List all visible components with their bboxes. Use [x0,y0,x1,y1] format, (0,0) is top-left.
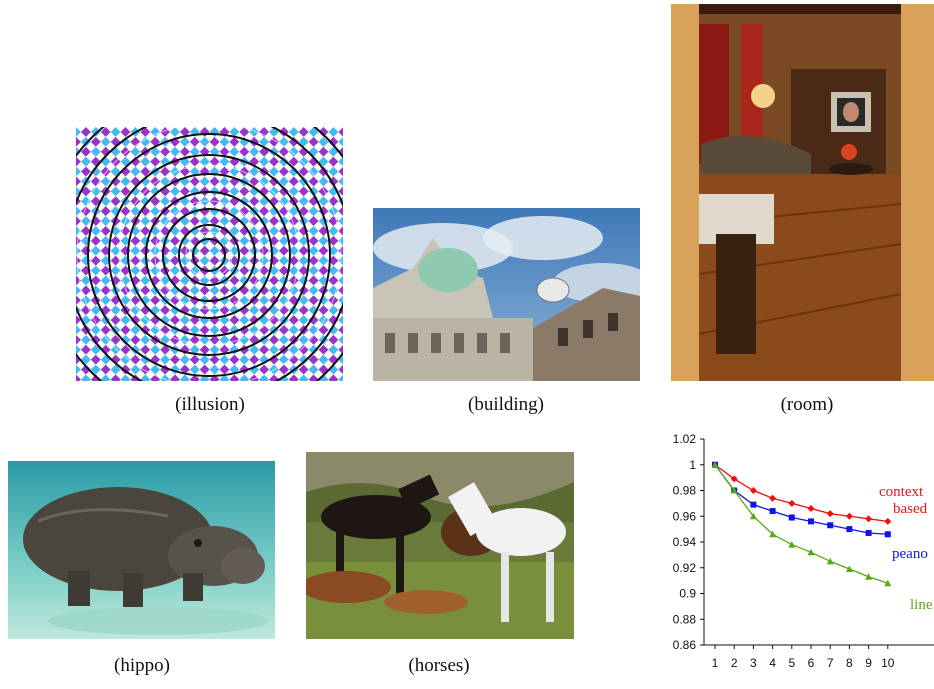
data-point [807,548,815,556]
data-point [846,526,853,533]
data-point [730,475,738,483]
series-label: based [893,501,928,517]
hippo-caption: (hippo) [114,655,170,676]
y-tick-label: 0.94 [673,535,697,549]
x-tick-label: 4 [769,656,776,670]
data-point [788,514,795,521]
data-point [826,557,834,565]
data-point [865,573,873,580]
data-point [826,510,834,518]
data-point [884,579,892,587]
x-tick-label: 6 [808,656,815,670]
x-tick-label: 7 [827,656,834,670]
illusion-image [76,127,343,381]
room-image [671,4,934,381]
series-label: context [879,484,924,500]
data-point [807,505,815,513]
building-caption: (building) [468,394,544,415]
data-point [769,494,777,502]
data-point [730,487,738,494]
horses-caption: (horses) [408,655,470,676]
x-tick-label: 9 [865,656,872,670]
y-tick-label: 0.96 [673,509,697,523]
data-point [749,487,757,494]
data-point [750,501,757,508]
series-label: peano [892,546,928,562]
data-point [808,518,814,525]
data-point [827,522,834,529]
x-tick-label: 3 [750,656,757,670]
series-line-line [714,464,889,584]
y-tick-label: 0.98 [673,484,697,498]
y-tick-label: 0.92 [673,561,697,575]
room-caption: (room) [780,394,834,415]
x-tick-label: 8 [846,656,853,670]
chart: 1.02 1 0.98 0.96 0.94 0.92 0.9 0.88 0.86 1 2 3 4 5 6 7 8… [646,430,934,689]
data-point [884,531,891,538]
series-line-context-based [714,464,888,523]
data-point [845,565,853,573]
hippo-image [8,461,275,639]
horses-image [306,452,574,639]
y-tick-label: 1.02 [673,432,697,446]
series-line-peano [714,464,888,535]
x-tick-label: 5 [788,656,795,670]
x-tick-label: 10 [881,656,895,670]
building-image [373,208,640,381]
data-point [884,517,892,525]
data-point [845,512,853,520]
x-tick-label: 1 [712,656,719,670]
y-tick-label: 0.9 [679,587,696,601]
x-tick-label: 2 [731,656,738,670]
data-point [788,541,796,548]
data-point [865,515,873,523]
y-tick-label: 0.86 [673,638,697,652]
series-label: line [910,597,933,613]
data-point [749,512,757,520]
y-tick-label: 1 [689,458,696,472]
data-point [769,508,776,515]
data-point [769,530,777,538]
data-point [711,461,719,468]
data-point [788,499,796,507]
illusion-caption: (illusion) [175,394,245,415]
y-tick-label: 0.88 [673,612,697,626]
data-point [865,529,872,536]
